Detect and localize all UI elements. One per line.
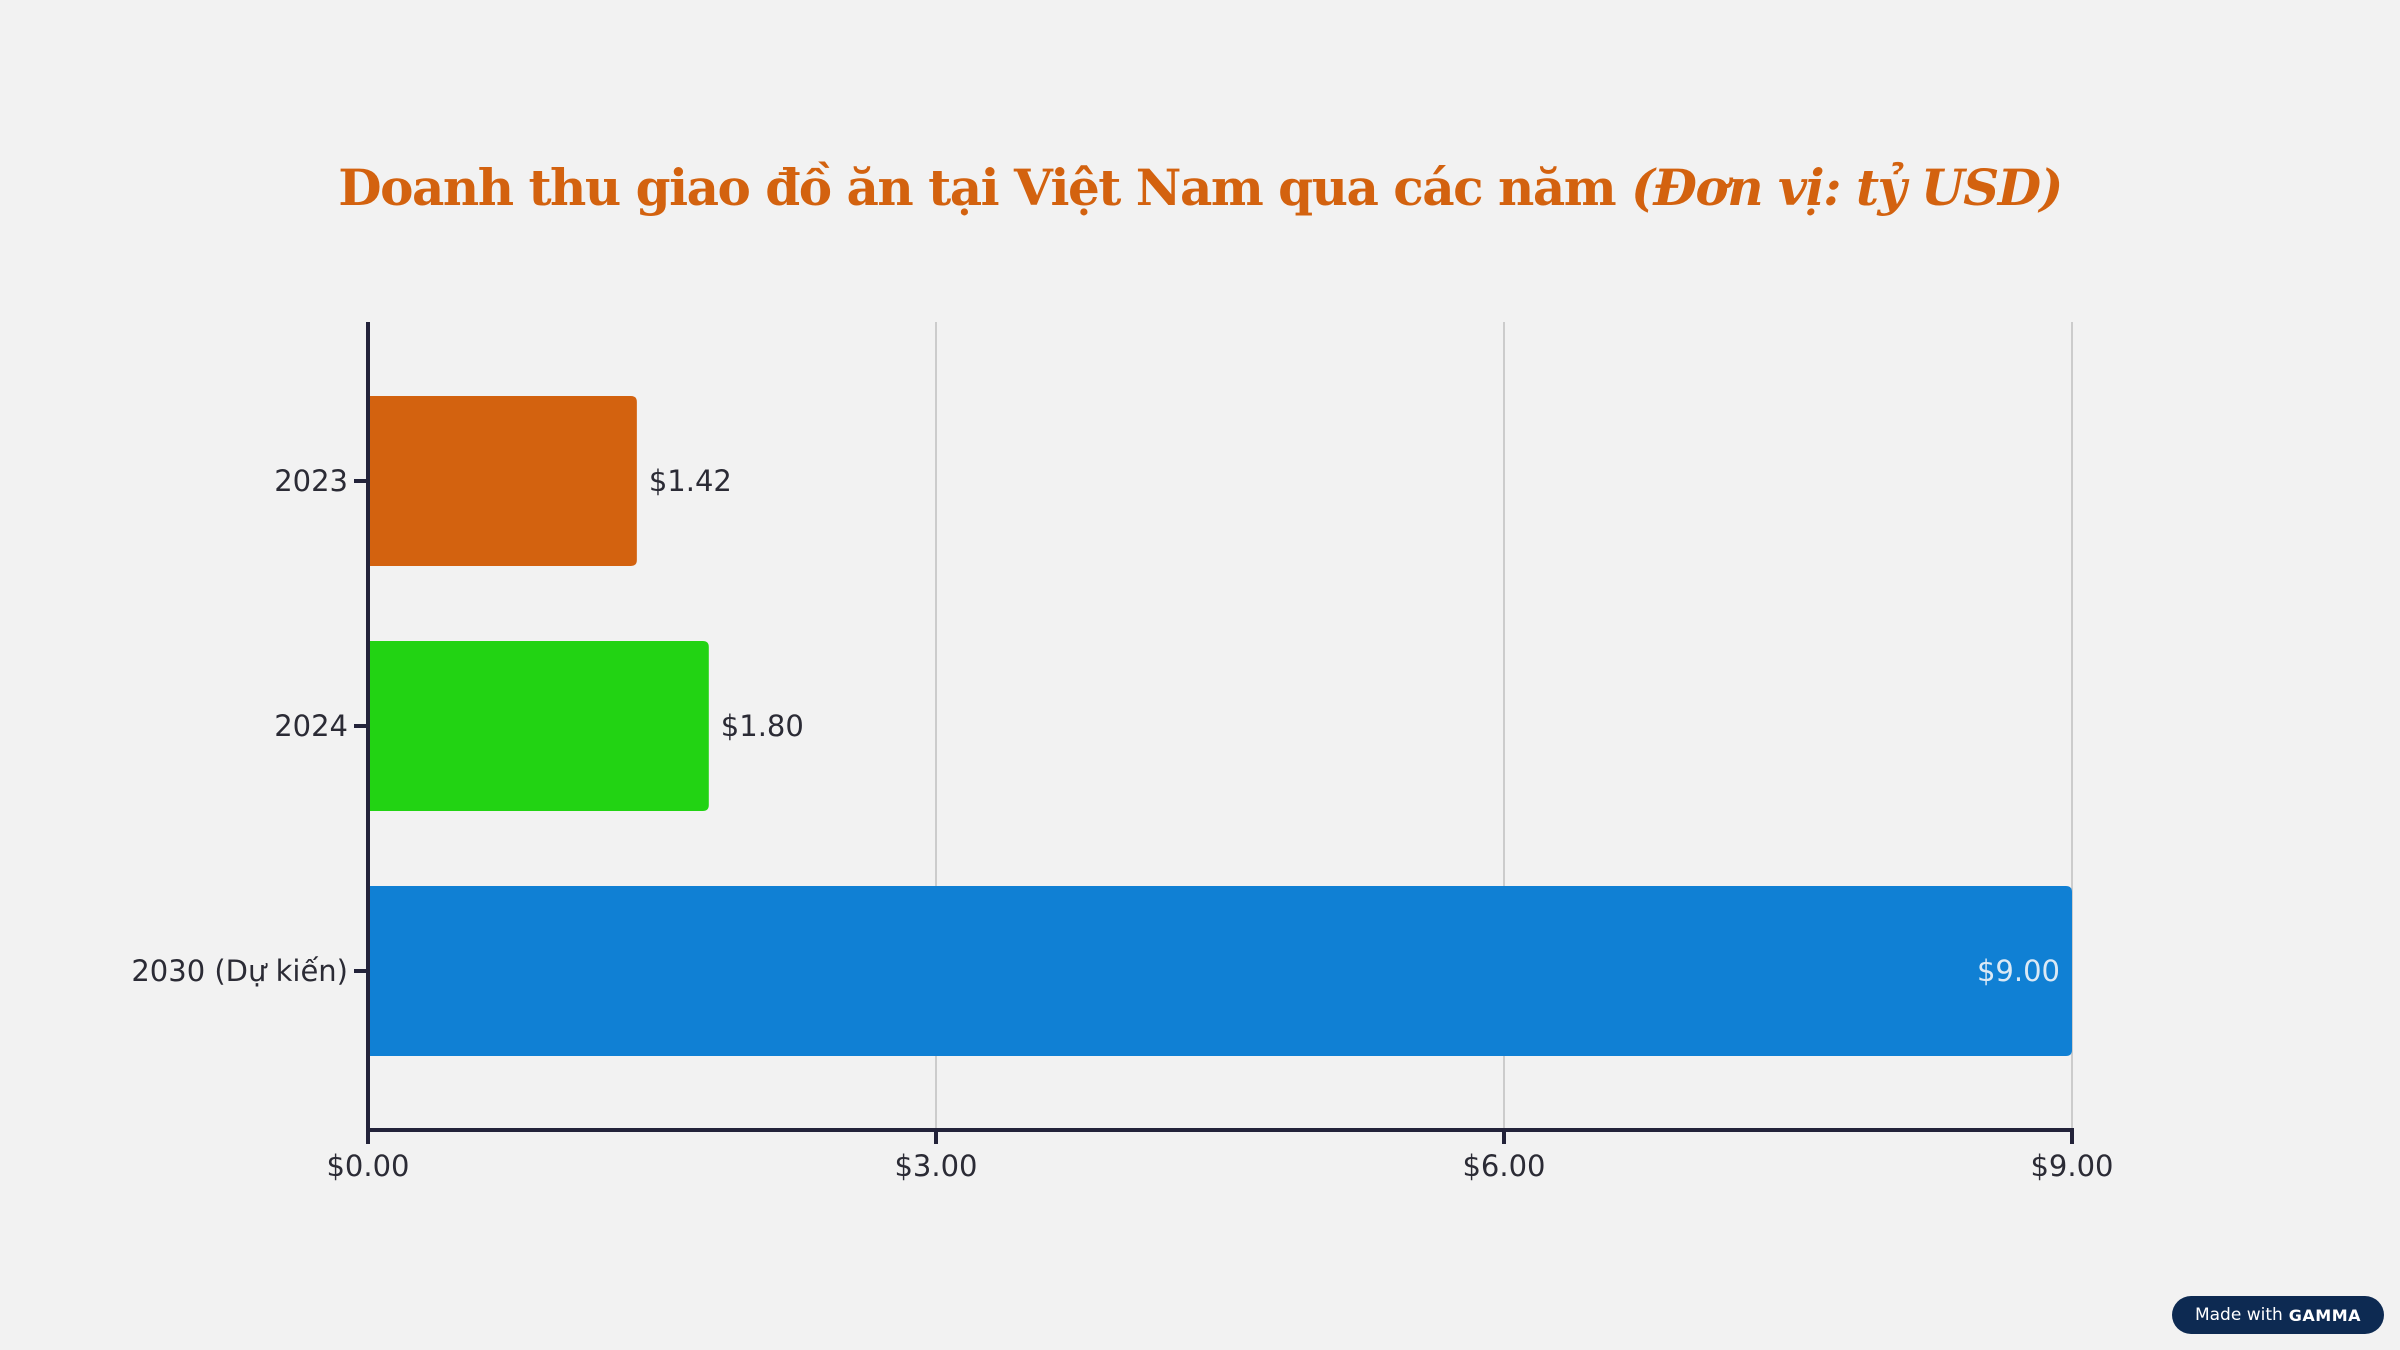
bar-0: [368, 396, 637, 566]
x-tick-label: $3.00: [894, 1149, 977, 1183]
badge-prefix: Made with: [2194, 1305, 2283, 1325]
chart-title-main: Doanh thu giao đồ ăn tại Việt Nam qua cá…: [338, 158, 1616, 217]
x-tick-label: $0.00: [326, 1149, 409, 1183]
x-tick-label: $9.00: [2030, 1149, 2113, 1183]
chart-title: Doanh thu giao đồ ăn tại Việt Nam qua cá…: [0, 158, 2400, 217]
bar-1: [368, 641, 709, 811]
chart-title-unit: (Đơn vị: tỷ USD): [1631, 158, 2063, 217]
made-with-gamma-badge[interactable]: Made with GAMMA: [2172, 1296, 2384, 1334]
category-label: 2024: [274, 709, 348, 743]
category-label: 2023: [274, 464, 348, 498]
value-label: $1.42: [649, 464, 732, 498]
value-label: $1.80: [721, 709, 804, 743]
gamma-logo: GAMMA: [2288, 1305, 2362, 1325]
value-label: $9.00: [1977, 954, 2060, 988]
category-label: 2030 (Dự kiến): [131, 954, 348, 988]
bar-2: [368, 886, 2072, 1056]
x-tick-label: $6.00: [1462, 1149, 1545, 1183]
